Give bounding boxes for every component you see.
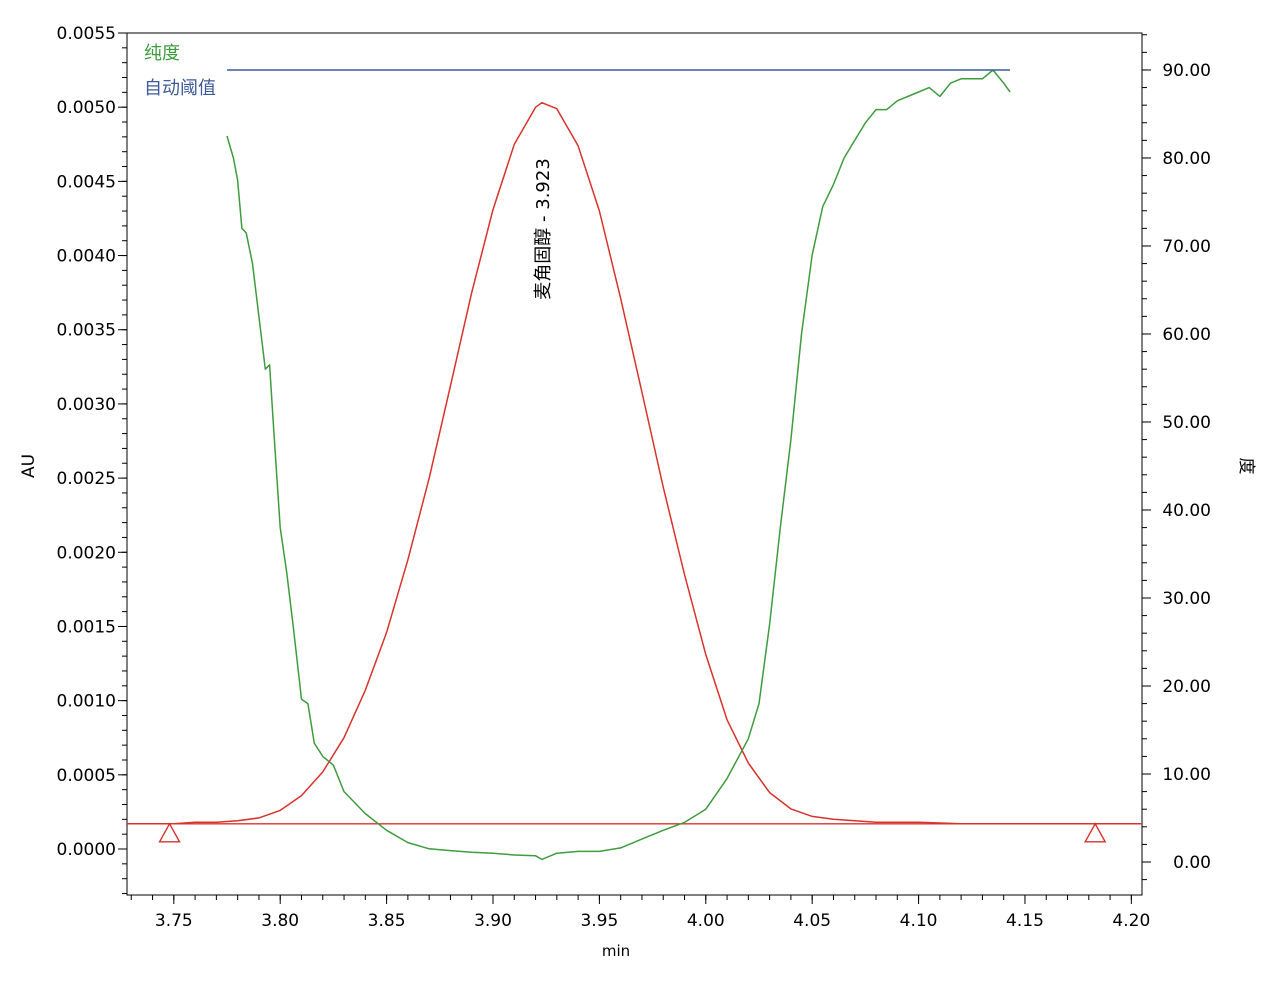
- y-tick-label: 0.0040: [57, 247, 116, 267]
- y-tick-label: 0.0035: [57, 321, 116, 341]
- baseline-marker-triangle: [158, 822, 181, 843]
- x-tick-label: 4.20: [1112, 911, 1150, 931]
- y-tick-label: 0.0015: [57, 617, 116, 637]
- y2-tick-label: 30.00: [1162, 589, 1211, 609]
- y2-tick-label: 50.00: [1162, 413, 1211, 433]
- x-tick-label: 4.05: [793, 911, 831, 931]
- plot-frame: [126, 32, 1143, 896]
- legend-auto-threshold: 自动阈值: [144, 78, 216, 99]
- purity-curve: [226, 69, 1011, 861]
- x-tick-label: 3.85: [368, 911, 406, 931]
- y2-tick-label: 20.00: [1162, 677, 1211, 697]
- series-layer: [127, 69, 1142, 861]
- x-tick-label: 4.10: [900, 911, 938, 931]
- axis-tick-labels: 3.75 3.80 3.85 3.90 3.95 4.00 4.05 4.10 4.15 4.20…: [57, 24, 1211, 931]
- y2-tick-label: 80.00: [1162, 149, 1211, 169]
- baseline-marker-triangle: [1083, 822, 1107, 843]
- y-axis-label: AU: [19, 454, 39, 478]
- y2-tick-label: 70.00: [1162, 237, 1211, 257]
- y-tick-label: 0.0050: [57, 98, 116, 118]
- y-tick-label: 0.0030: [57, 395, 116, 415]
- x-tick-label: 3.90: [474, 911, 512, 931]
- x-tick-label: 3.80: [261, 911, 299, 931]
- y2-tick-label: 10.00: [1162, 765, 1211, 785]
- y-tick-label: 0.0005: [57, 766, 116, 786]
- axis-ticks: [118, 32, 1151, 904]
- x-axis-label: min: [602, 942, 630, 960]
- y2-tick-label: 0.00: [1173, 853, 1211, 873]
- y2-tick-label: 60.00: [1162, 325, 1211, 345]
- y-tick-label: 0.0000: [57, 840, 116, 860]
- y2-tick-label: 40.00: [1162, 501, 1211, 521]
- y2-axis-label: 度: [1236, 458, 1256, 475]
- y2-tick-label: 90.00: [1162, 61, 1211, 81]
- y-tick-label: 0.0045: [57, 172, 116, 192]
- y-tick-label: 0.0025: [57, 469, 116, 489]
- x-tick-label: 4.15: [1006, 911, 1044, 931]
- x-tick-label: 4.00: [687, 911, 725, 931]
- y-tick-label: 0.0055: [57, 24, 116, 44]
- x-tick-label: 3.95: [580, 911, 618, 931]
- y-tick-label: 0.0020: [57, 543, 116, 563]
- peak-annotation: 麦角固醇 - 3.923: [533, 158, 554, 299]
- y-tick-label: 0.0010: [57, 692, 116, 712]
- legend-purity: 纯度: [144, 43, 180, 64]
- absorbance-curve: [127, 101, 1142, 825]
- x-tick-label: 3.75: [155, 911, 193, 931]
